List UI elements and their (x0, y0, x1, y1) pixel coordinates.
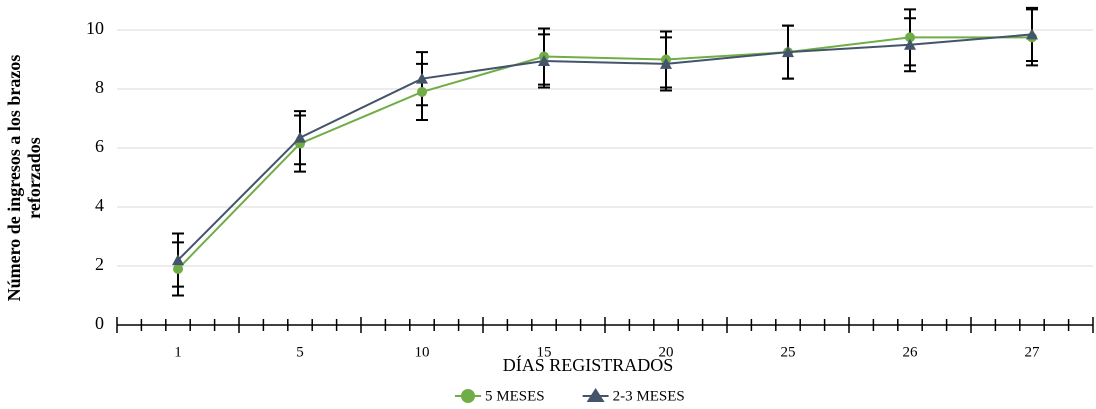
x-tick-label: 20 (659, 344, 674, 360)
y-tick-label: 8 (95, 77, 104, 97)
triangle-marker (660, 57, 672, 69)
y-tick-label: 4 (95, 195, 104, 215)
triangle-marker (538, 54, 550, 66)
triangle-marker (904, 38, 916, 50)
circle-marker (173, 263, 183, 274)
y-axis-title: Número de ingresos a los brazos reforzad… (4, 55, 44, 302)
x-tick-label: 27 (1025, 344, 1041, 360)
legend-marker (586, 388, 605, 402)
legend-item: 2-3 MESES (582, 388, 685, 404)
legend-label: 5 MESES (485, 388, 545, 404)
triangle-marker (782, 46, 794, 58)
y-tick-label: 0 (95, 313, 104, 333)
y-tick-label: 6 (95, 136, 104, 156)
circle-marker (905, 32, 915, 43)
y-tick-label: 10 (86, 18, 104, 38)
triangle-marker (416, 72, 428, 84)
x-tick-label: 26 (903, 344, 919, 360)
x-tick-label: 10 (415, 344, 430, 360)
y-axis-title-line: Número de ingresos a los brazos (4, 55, 24, 302)
x-tick-label: 25 (781, 344, 796, 360)
x-tick-label: 15 (537, 344, 552, 360)
circle-marker (417, 86, 427, 97)
series-line (177, 36, 1032, 270)
legend-marker (461, 389, 475, 403)
x-tick-label: 5 (296, 344, 304, 360)
triangle-marker (172, 254, 184, 266)
x-axis-title: DÍAS REGISTRADOS (503, 354, 674, 375)
triangle-marker (294, 131, 306, 143)
legend-label: 2-3 MESES (613, 388, 685, 404)
x-tick-label: 1 (174, 344, 182, 360)
series-line (177, 33, 1033, 261)
y-tick-label: 2 (95, 254, 104, 274)
legend-item: 5 MESES (455, 388, 545, 404)
triangle-marker (1026, 28, 1038, 40)
y-axis-title-line: reforzados (24, 137, 44, 219)
